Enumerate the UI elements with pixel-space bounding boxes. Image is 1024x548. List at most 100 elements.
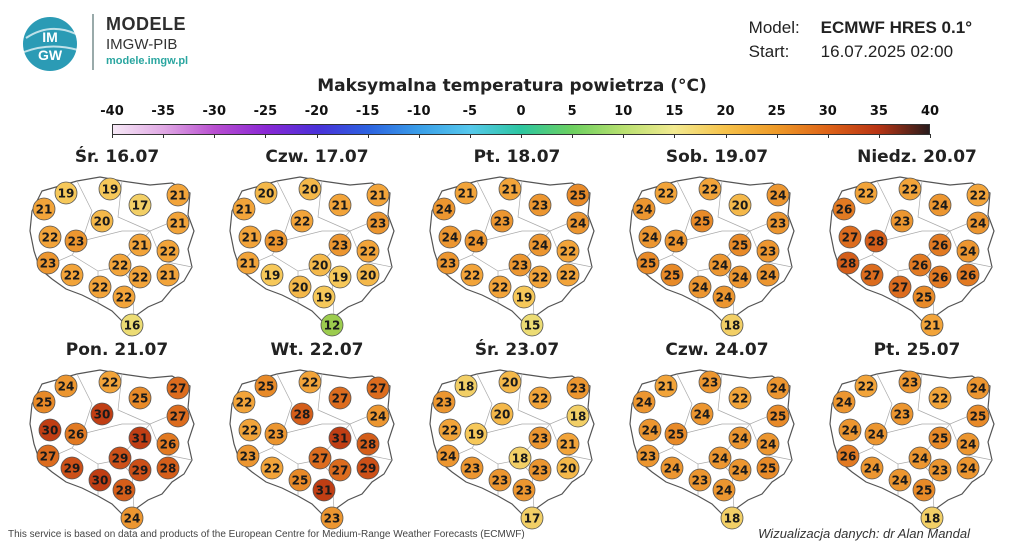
station-temperature: 19 [316,291,333,305]
station-temperature: 24 [716,291,733,305]
station-temperature: 21 [242,231,259,245]
station-marker [60,263,84,287]
station-temperature: 25 [668,428,685,442]
station-temperature: 26 [68,428,85,442]
station-marker [966,404,990,428]
station-temperature: 24 [694,408,711,422]
station-marker [528,265,552,289]
station-marker [488,275,512,299]
station-marker [508,253,532,277]
station-marker [766,211,790,235]
station-temperature: 24 [760,269,777,283]
station-marker [756,432,780,456]
station-temperature: 22 [264,462,281,476]
scale-tick-mark [112,134,113,138]
station-temperature: 26 [960,269,977,283]
station-marker [908,253,932,277]
station-marker [632,197,656,221]
station-temperature: 22 [442,424,459,438]
scale-tick-label: -5 [462,104,478,119]
station-marker [898,370,922,394]
station-marker [38,225,62,249]
station-temperature: 21 [236,203,253,217]
station-marker [298,370,322,394]
station-temperature: 29 [112,452,129,466]
day-label: Niedz. 20.07 [857,147,977,167]
region-border [76,180,93,242]
station-marker [166,376,190,400]
station-temperature: 21 [560,438,577,452]
station-temperature: 21 [132,239,149,253]
scale-tick-label: -25 [253,104,278,119]
day-label: Pon. 21.07 [65,340,169,360]
station-marker [128,426,152,450]
station-temperature: 25 [258,380,275,394]
station-temperature: 25 [36,396,53,410]
station-temperature: 26 [160,438,177,452]
station-marker [312,478,336,502]
station-temperature: 22 [112,259,129,273]
station-marker [156,239,180,263]
station-marker [756,239,780,263]
logo-text-top: IM [42,29,58,45]
brand-subtitle: IMGW-PIB [106,36,178,53]
station-temperature: 24 [692,281,709,295]
run-meta: Model: ECMWF HRES 0.1° Start: 16.07.2025… [749,18,972,66]
station-temperature: 20 [502,376,519,390]
region-border [876,180,893,242]
day-panel: Śr. 16.07 19 19 17 21 21 21 20 22 23 21 23 22 22 22 22 2… [22,147,212,337]
station-temperature: 24 [732,271,749,285]
station-marker [498,370,522,394]
station-marker [898,177,922,201]
station-marker [128,193,152,217]
station-temperature: 25 [932,432,949,446]
station-marker [528,426,552,450]
scale-tick-mark [776,134,778,138]
station-marker [356,432,380,456]
station-temperature: 23 [902,376,919,390]
scale-tick-label: -40 [100,104,124,119]
station-marker [432,390,456,414]
station-temperature: 25 [292,474,309,488]
station-temperature: 23 [492,474,509,488]
logo-text-bottom: GW [38,47,63,63]
scale-tick-mark [725,134,727,138]
station-marker [328,265,352,289]
station-marker [688,275,712,299]
station-temperature: 24 [124,512,141,526]
station-marker [64,229,88,253]
station-temperature: 24 [58,380,75,394]
station-temperature: 23 [268,428,285,442]
station-temperature: 24 [892,474,909,488]
station-temperature: 25 [694,215,711,229]
scale-tick-mark [521,134,522,138]
station-temperature: 21 [240,257,257,271]
station-marker [38,418,62,442]
station-marker [290,209,314,233]
day-label: Śr. 23.07 [474,340,560,360]
station-marker [460,263,484,287]
station-marker [928,458,952,482]
station-temperature: 22 [532,271,549,285]
station-marker [712,478,736,502]
station-marker [236,444,260,468]
region-border [476,180,493,242]
station-marker [166,404,190,428]
station-marker [438,418,462,442]
station-temperature: 22 [732,392,749,406]
station-marker [308,253,332,277]
station-temperature: 24 [642,424,659,438]
station-marker [520,313,544,337]
station-marker [464,229,488,253]
station-marker [254,374,278,398]
station-marker [288,468,312,492]
station-temperature: 27 [370,382,387,396]
station-marker [660,456,684,480]
station-marker [912,478,936,502]
station-marker [328,458,352,482]
station-temperature: 22 [858,187,875,201]
brand-url-link[interactable]: modele.imgw.pl [106,55,189,67]
